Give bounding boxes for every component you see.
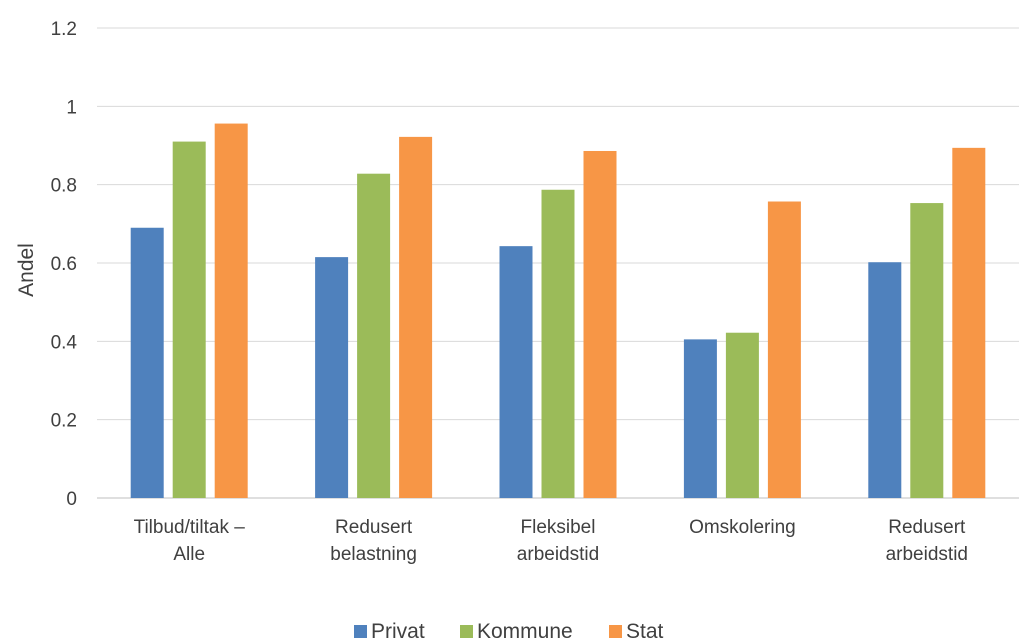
- x-tick-label: Fleksibel: [521, 517, 596, 538]
- x-tick-label: Tilbud/tiltak –: [134, 517, 246, 538]
- bar-privat-4: [868, 262, 902, 498]
- y-tick-label: 1.2: [51, 19, 77, 40]
- bar-stat-1: [399, 136, 433, 498]
- bar-kommune-0: [172, 141, 206, 499]
- y-tick-label: 1: [66, 97, 77, 118]
- x-tick-label: Alle: [173, 544, 205, 565]
- x-tick-label: Redusert: [335, 517, 413, 538]
- bars: [130, 123, 986, 499]
- bar-stat-4: [952, 147, 986, 498]
- bar-kommune-2: [541, 189, 575, 498]
- bar-privat-1: [315, 257, 349, 498]
- bar-privat-0: [130, 227, 164, 498]
- bar-privat-2: [499, 246, 533, 498]
- bar-stat-2: [583, 150, 617, 498]
- y-tick-label: 0.6: [51, 254, 77, 275]
- legend: Privat Kommune Stat: [354, 620, 664, 641]
- legend-swatch-stat: [609, 625, 622, 638]
- y-tick-label: 0.8: [51, 176, 77, 197]
- bar-kommune-4: [910, 203, 944, 498]
- category-labels: Tilbud/tiltak – Alle Redusert belastning Fle…: [134, 517, 968, 565]
- x-tick-label: arbeidstid: [886, 544, 968, 565]
- legend-label-privat: Privat: [371, 620, 425, 641]
- legend-label-stat: Stat: [626, 620, 664, 641]
- legend-label-kommune: Kommune: [477, 620, 573, 641]
- y-tick-label: 0: [66, 489, 77, 510]
- bar-stat-3: [767, 201, 801, 498]
- x-tick-label: Redusert: [888, 517, 966, 538]
- y-tick-label: 0.2: [51, 411, 77, 432]
- bar-stat-0: [214, 123, 248, 499]
- bar-kommune-1: [357, 173, 391, 498]
- x-tick-label: Omskolering: [689, 517, 796, 538]
- x-tick-label: arbeidstid: [517, 544, 599, 565]
- bar-kommune-3: [725, 332, 759, 498]
- legend-swatch-kommune: [460, 625, 473, 638]
- legend-swatch-privat: [354, 625, 367, 638]
- x-tick-label: belastning: [330, 544, 417, 565]
- bar-privat-3: [683, 339, 717, 498]
- y-axis-label: Andel: [15, 243, 38, 297]
- y-tick-label: 0.4: [51, 332, 78, 353]
- y-axis-ticks: 0 0.2 0.4 0.6 0.8 1 1.2: [51, 19, 78, 510]
